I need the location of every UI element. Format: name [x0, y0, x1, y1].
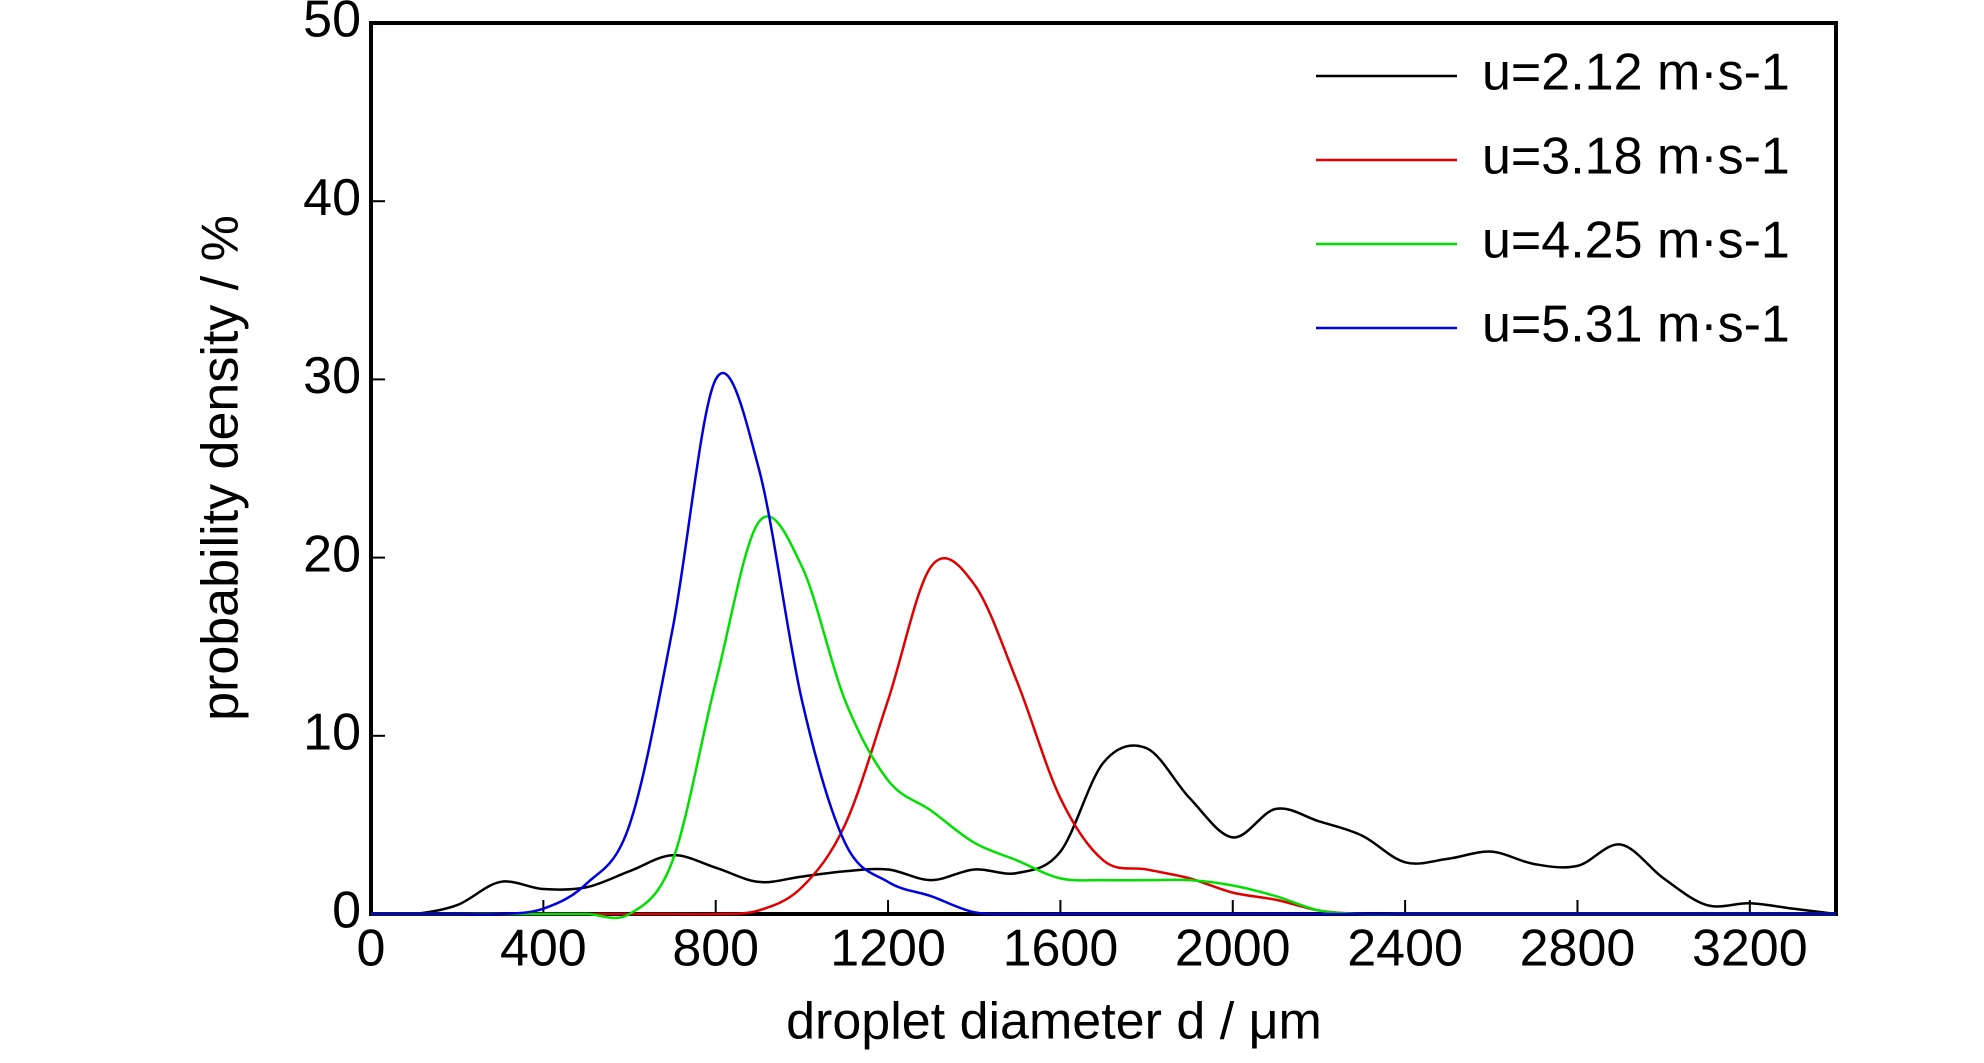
x-tick-label: 3200	[1692, 920, 1808, 978]
x-tick-label: 1600	[1003, 920, 1119, 978]
y-tick-label: 10	[303, 704, 361, 762]
legend-label: u=2.12 m·s-1	[1482, 44, 1790, 102]
x-tick-label: 400	[500, 920, 587, 978]
x-tick-label: 2000	[1175, 920, 1291, 978]
series-line	[370, 371, 1836, 916]
y-tick-label: 30	[303, 347, 361, 405]
legend-label: u=5.31 m·s-1	[1482, 296, 1790, 354]
x-tick-label: 1200	[830, 920, 946, 978]
x-tick-label: 2400	[1347, 920, 1463, 978]
x-axis-label: droplet diameter d / μm	[786, 993, 1322, 1051]
series-line	[370, 557, 1836, 916]
x-tick-label: 2800	[1520, 920, 1636, 978]
y-tick-label: 50	[303, 0, 361, 49]
series-line	[370, 744, 1837, 916]
x-tick-label: 0	[357, 920, 386, 978]
y-tick-label: 0	[332, 882, 361, 940]
legend-label: u=4.25 m·s-1	[1482, 212, 1790, 270]
x-tick-label: 800	[672, 920, 759, 978]
y-tick-label: 20	[303, 525, 361, 583]
series-line	[370, 515, 1836, 920]
y-axis-label: probability density / %	[192, 215, 250, 721]
legend-label: u=3.18 m·s-1	[1482, 128, 1790, 186]
y-tick-label: 40	[303, 169, 361, 227]
